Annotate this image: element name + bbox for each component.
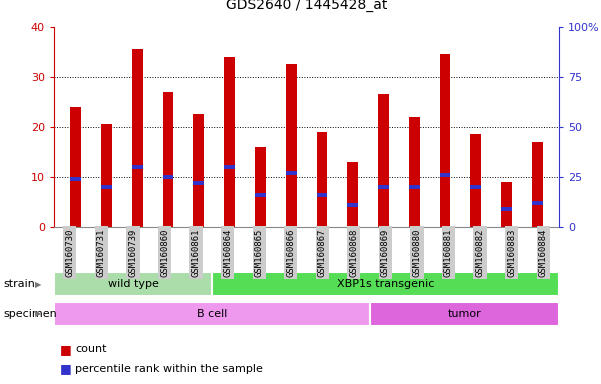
Bar [54, 272, 212, 296]
Bar [255, 147, 266, 227]
Bar [471, 185, 481, 189]
Bar [317, 132, 328, 227]
Text: ■: ■ [60, 362, 72, 375]
Text: GSM160739: GSM160739 [129, 228, 138, 277]
Text: B cell: B cell [197, 309, 227, 319]
Bar [347, 162, 358, 227]
Bar [501, 207, 512, 210]
Bar [194, 180, 204, 185]
Text: GSM160880: GSM160880 [412, 228, 421, 277]
Bar [501, 182, 512, 227]
Bar [285, 64, 296, 227]
Bar [317, 193, 328, 197]
Bar [101, 124, 112, 227]
Text: GSM160866: GSM160866 [286, 228, 295, 277]
Text: wild type: wild type [108, 279, 159, 289]
Bar [409, 117, 419, 227]
Bar [471, 134, 481, 227]
Bar [70, 107, 81, 227]
Bar [370, 302, 559, 326]
Bar [532, 200, 543, 205]
Text: GSM160731: GSM160731 [97, 228, 106, 277]
Bar [378, 185, 389, 189]
Bar [440, 55, 450, 227]
Bar [132, 49, 142, 227]
Text: GSM160882: GSM160882 [475, 228, 484, 277]
Bar [224, 165, 235, 169]
Text: GSM160883: GSM160883 [507, 228, 516, 277]
Bar [347, 203, 358, 207]
Text: ■: ■ [60, 343, 72, 356]
Bar [132, 165, 142, 169]
Text: GSM160884: GSM160884 [538, 228, 548, 277]
Text: XBP1s transgenic: XBP1s transgenic [337, 279, 434, 289]
Bar [194, 114, 204, 227]
Text: GSM160867: GSM160867 [318, 228, 327, 277]
Bar [378, 94, 389, 227]
Bar [70, 177, 81, 180]
Text: GSM160730: GSM160730 [66, 228, 75, 277]
Bar [163, 92, 173, 227]
Bar [163, 175, 173, 179]
Text: GSM160881: GSM160881 [444, 228, 453, 277]
Bar [440, 173, 450, 177]
Text: GSM160864: GSM160864 [223, 228, 232, 277]
Text: GDS2640 / 1445428_at: GDS2640 / 1445428_at [226, 0, 387, 12]
Bar [224, 57, 235, 227]
Text: count: count [75, 344, 106, 354]
Text: ▶: ▶ [35, 280, 41, 289]
Text: GSM160865: GSM160865 [255, 228, 264, 277]
Text: ▶: ▶ [35, 309, 41, 318]
Text: specimen: specimen [3, 309, 56, 319]
Bar [255, 193, 266, 197]
Text: percentile rank within the sample: percentile rank within the sample [75, 364, 263, 374]
Bar [409, 185, 419, 189]
Text: strain: strain [3, 279, 35, 289]
Bar [101, 185, 112, 189]
Text: tumor: tumor [447, 309, 481, 319]
Bar [285, 170, 296, 175]
Text: GSM160861: GSM160861 [192, 228, 201, 277]
Text: GSM160869: GSM160869 [381, 228, 390, 277]
Text: GSM160868: GSM160868 [349, 228, 358, 277]
Bar [532, 142, 543, 227]
Bar [54, 302, 370, 326]
Text: GSM160860: GSM160860 [160, 228, 169, 277]
Bar [212, 272, 559, 296]
